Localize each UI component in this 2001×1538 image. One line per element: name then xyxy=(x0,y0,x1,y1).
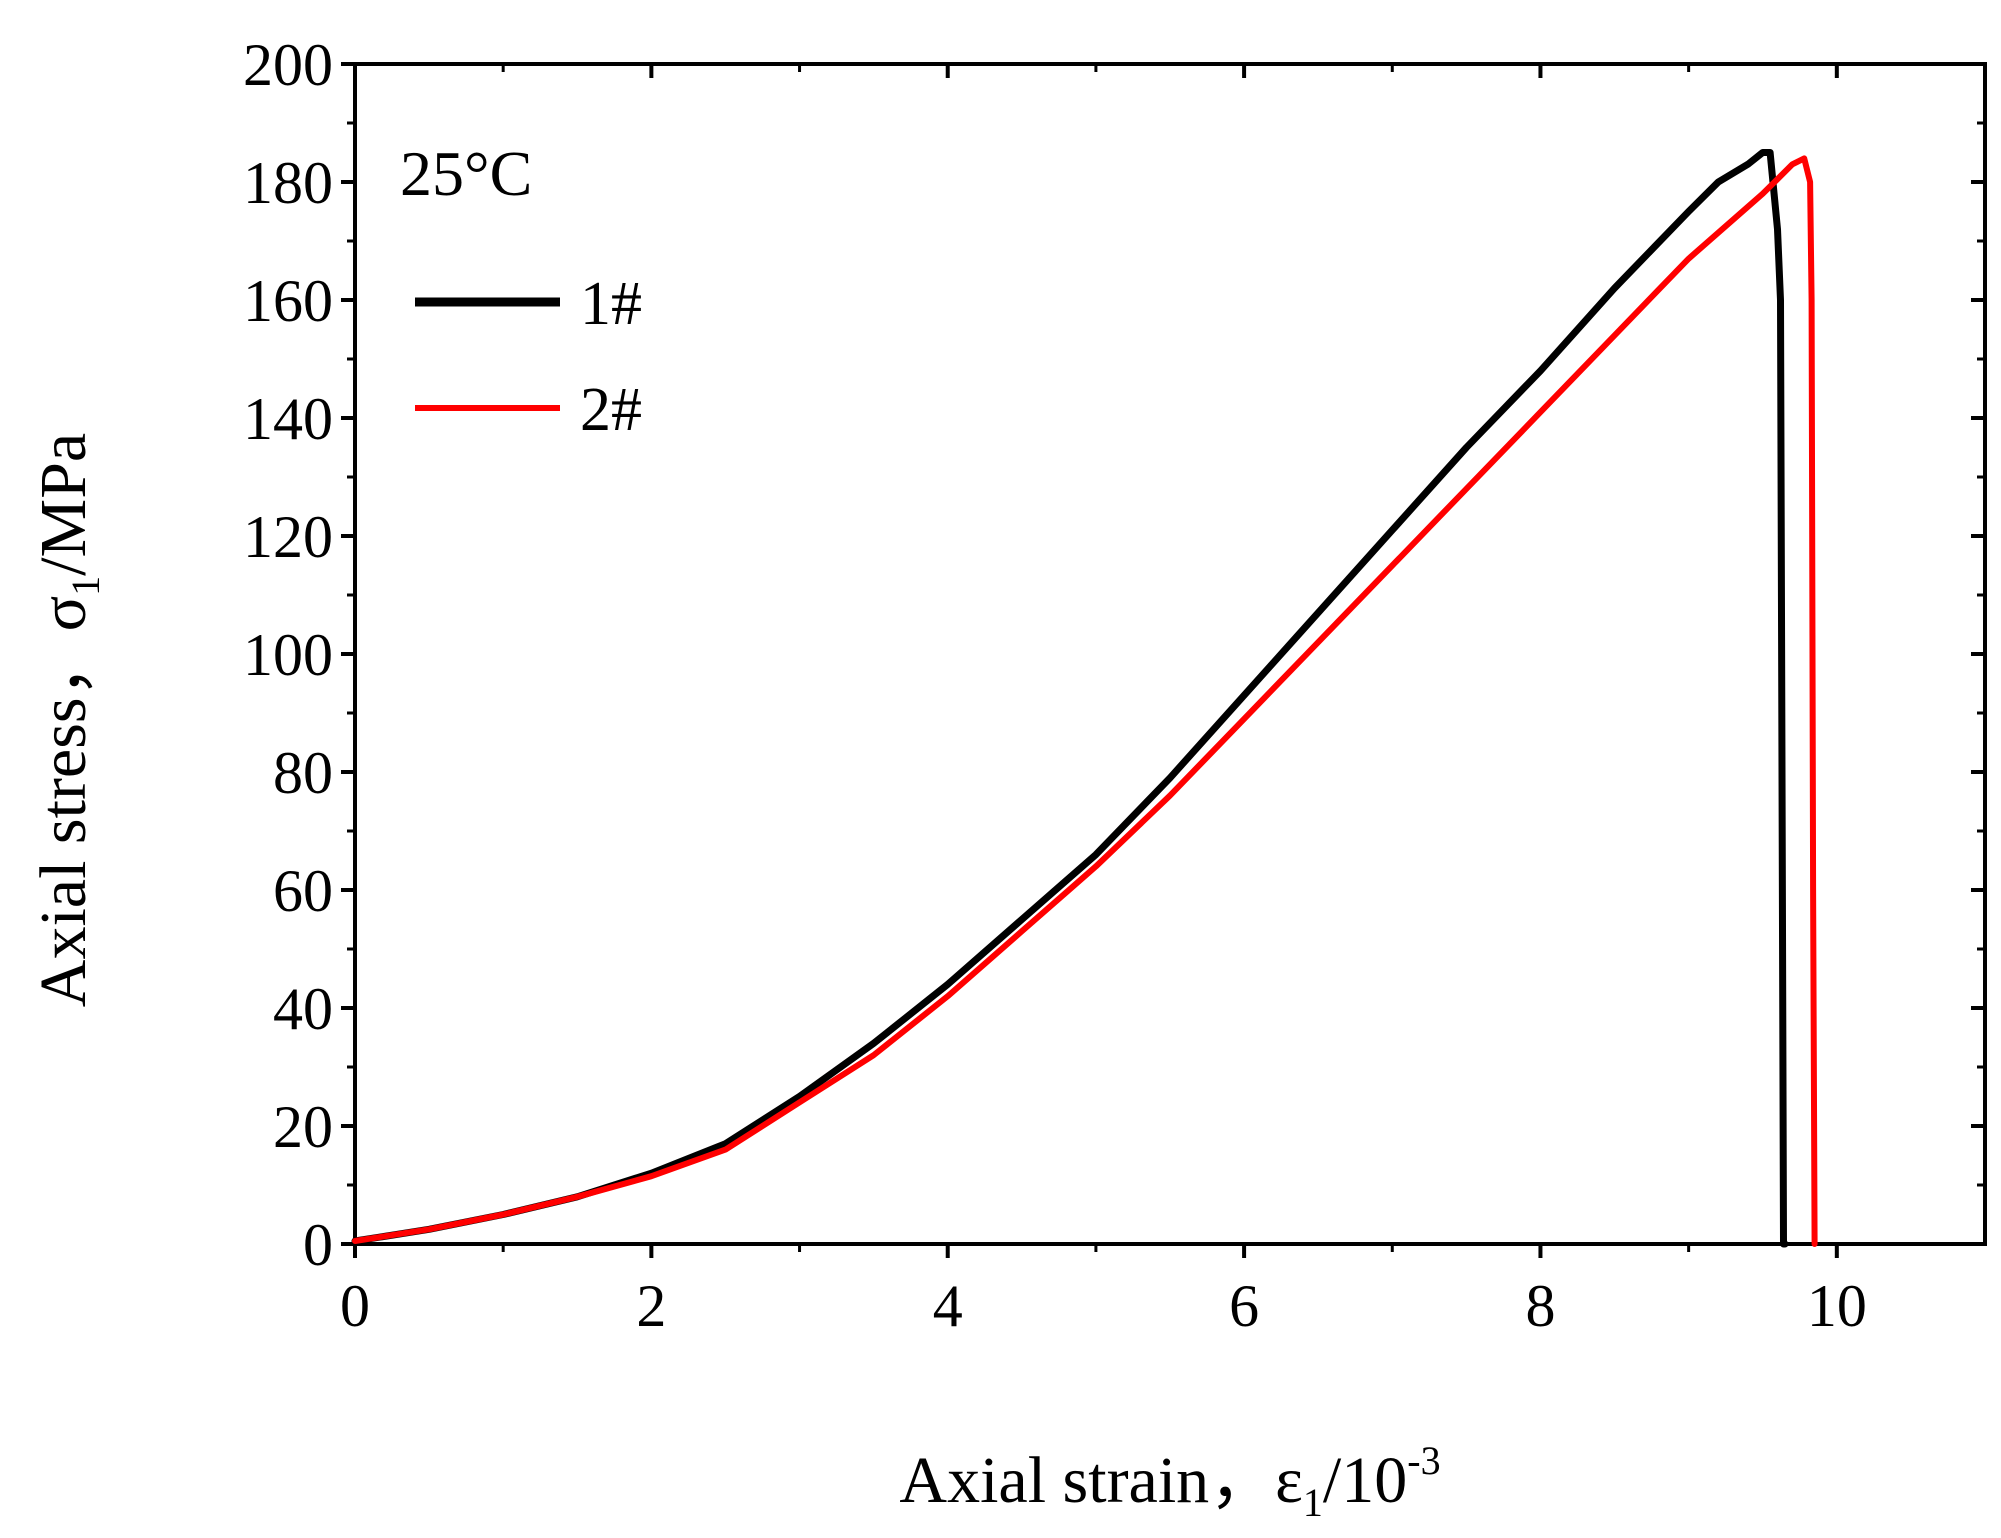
series-line-2 xyxy=(352,155,1818,1247)
y-tick-label: 80 xyxy=(273,740,333,806)
y-tick-label: 20 xyxy=(273,1094,333,1160)
x-tick-label: 0 xyxy=(340,1273,370,1339)
legend-label-2: 2# xyxy=(580,376,642,444)
y-axis-tick-labels: 0 20 40 60 80 100 120 140 160 180 200 xyxy=(243,32,333,1278)
y-tick-label: 160 xyxy=(243,268,333,334)
temperature-annotation: 25°C xyxy=(400,138,532,209)
y-tick-label: 140 xyxy=(243,386,333,452)
x-axis-ticks xyxy=(353,64,1839,1258)
y-tick-label: 100 xyxy=(243,622,333,688)
x-tick-label: 6 xyxy=(1229,1273,1259,1339)
x-axis-tick-labels: 0 2 4 6 8 10 xyxy=(340,1273,1867,1339)
y-tick-label: 0 xyxy=(303,1212,333,1278)
legend-label-1: 1# xyxy=(580,270,642,338)
y-tick-label: 180 xyxy=(243,150,333,216)
y-tick-label: 40 xyxy=(273,976,333,1042)
x-axis-title: Axial strain，ε1/10-3 xyxy=(899,1438,1440,1525)
legend: 1# 2# xyxy=(415,270,642,444)
x-tick-label: 2 xyxy=(636,1273,666,1339)
series-layer xyxy=(351,149,1818,1248)
series-line-1 xyxy=(351,149,1789,1248)
plot-frame xyxy=(353,62,1987,1246)
x-tick-label: 10 xyxy=(1807,1273,1867,1339)
x-tick-label: 4 xyxy=(933,1273,963,1339)
y-axis-title: Axial stress，σ1/MPa xyxy=(27,433,108,1007)
x-tick-label: 8 xyxy=(1525,1273,1555,1339)
y-tick-label: 120 xyxy=(243,504,333,570)
y-axis-ticks xyxy=(341,62,1985,1246)
y-tick-label: 60 xyxy=(273,858,333,924)
plot-area xyxy=(353,62,1987,1246)
y-tick-label: 200 xyxy=(243,32,333,98)
